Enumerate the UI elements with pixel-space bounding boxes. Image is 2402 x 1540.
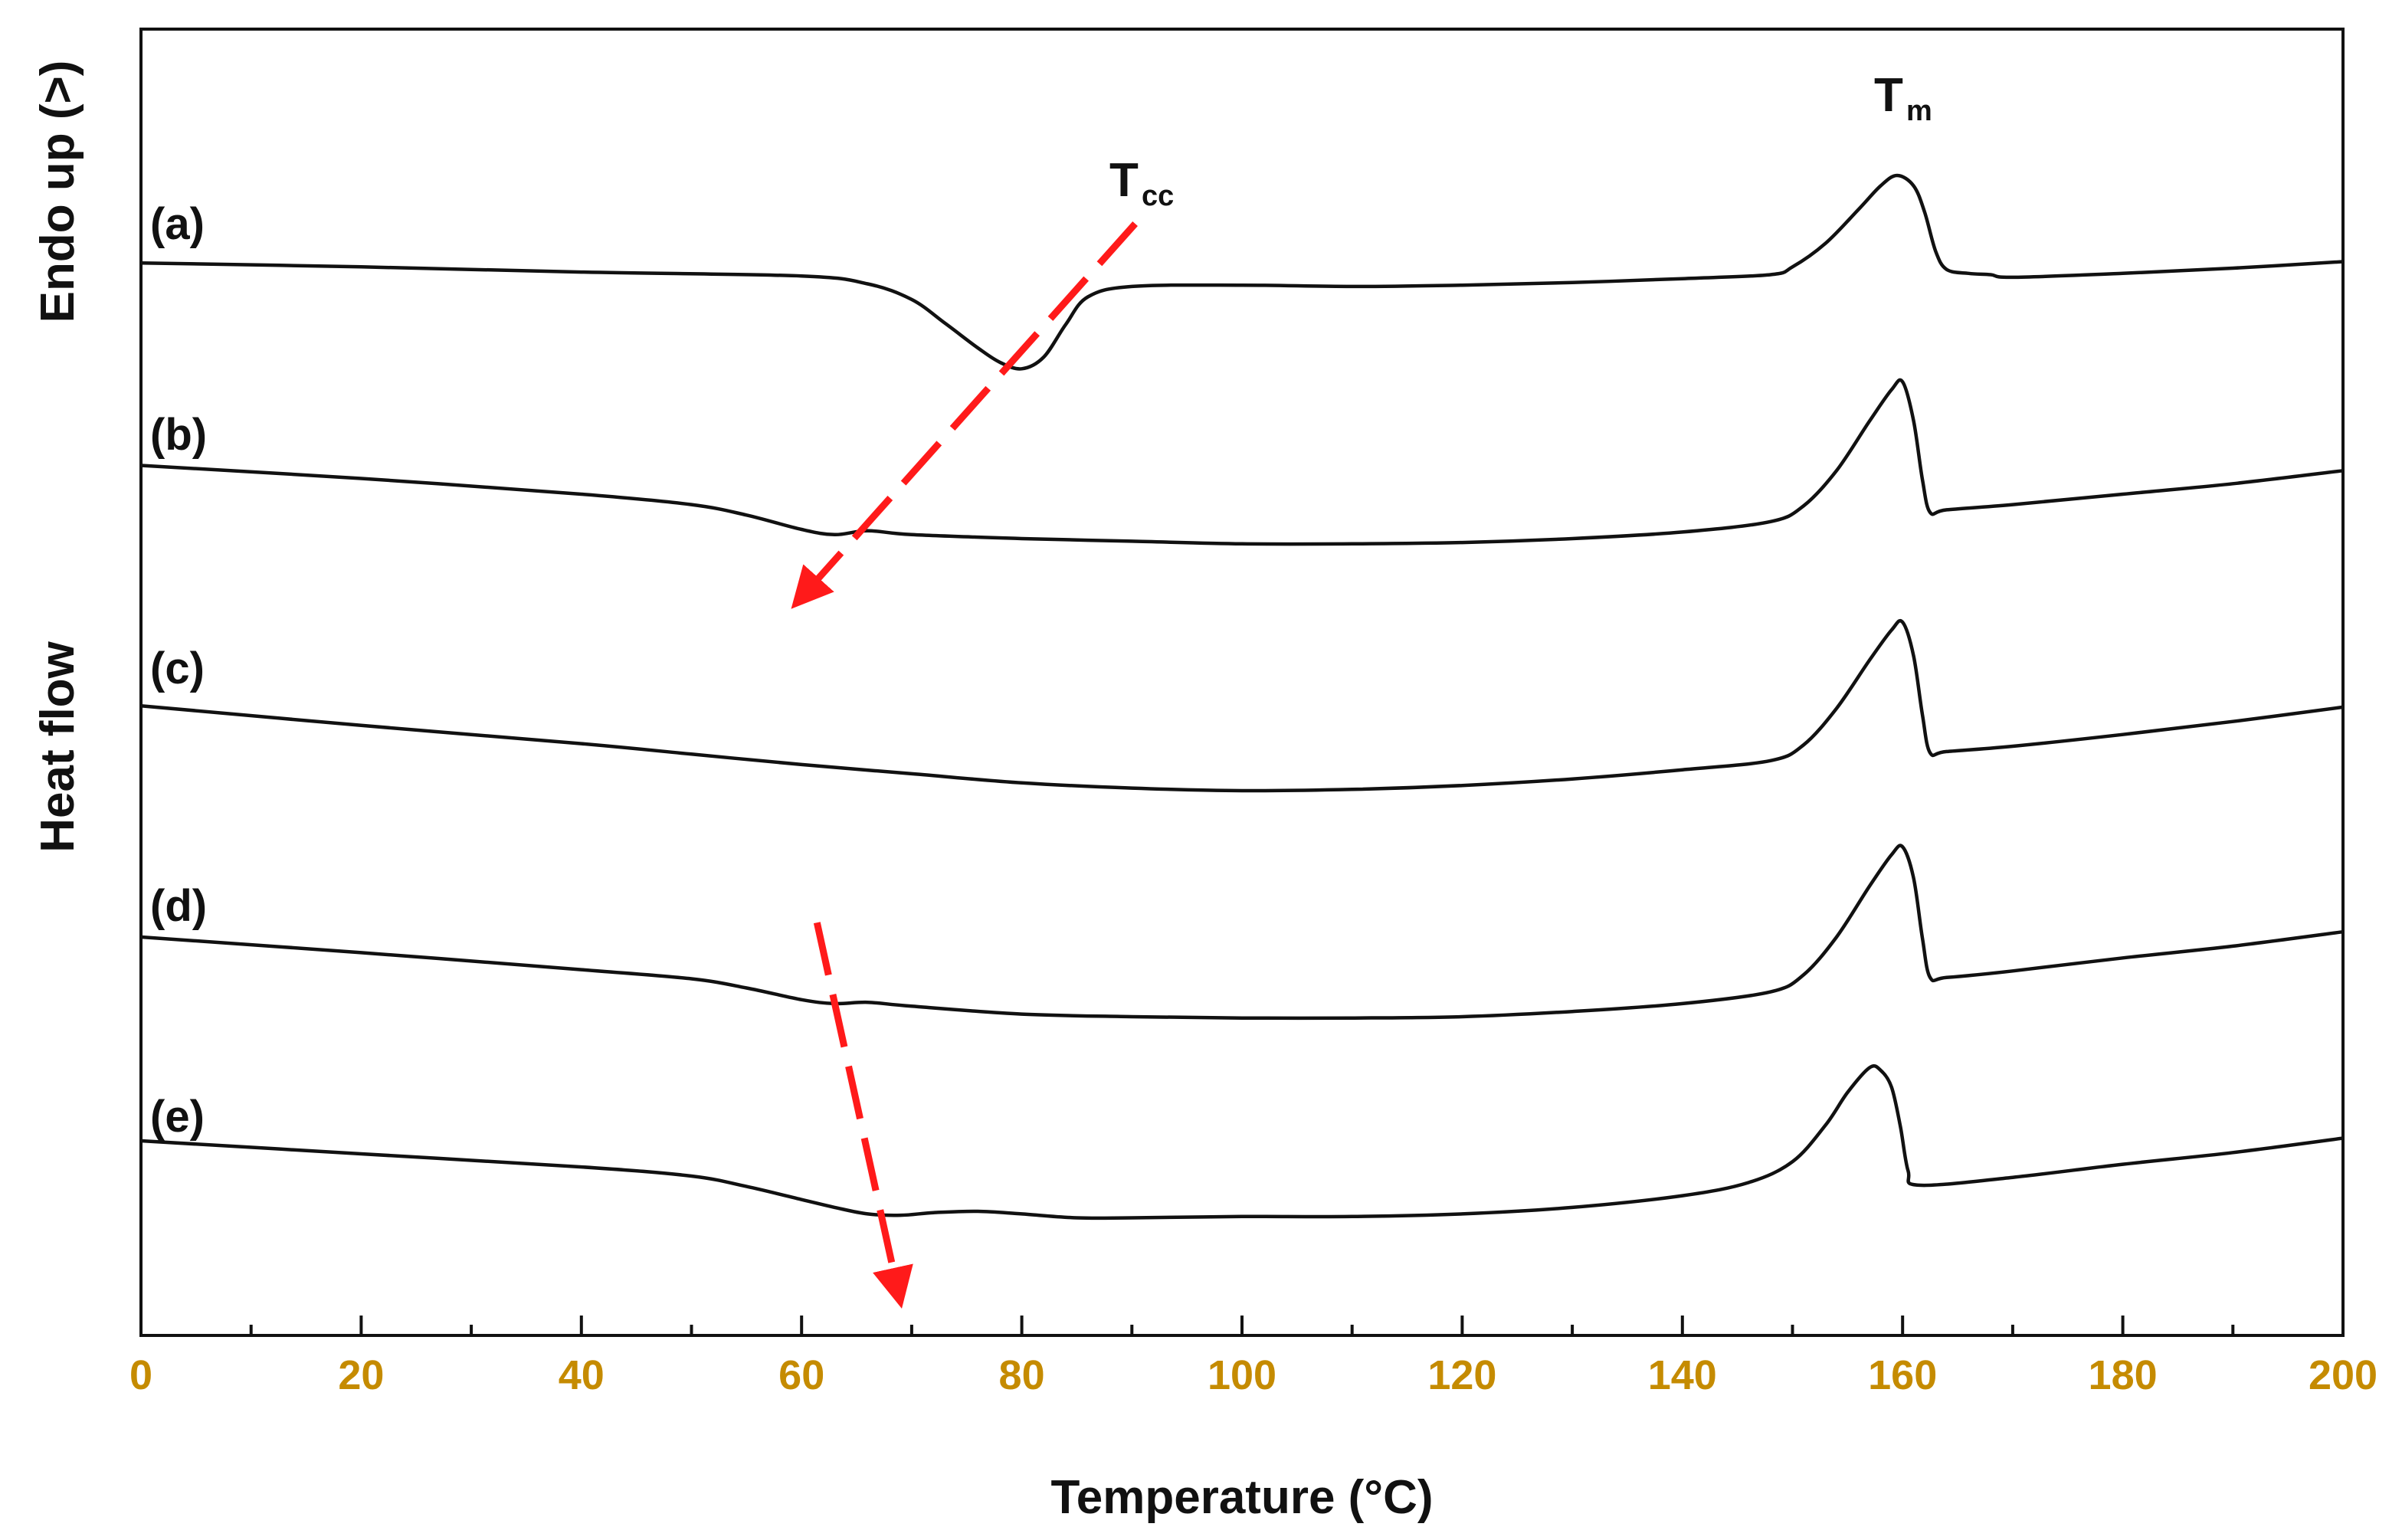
plot-frame [139, 28, 2345, 1337]
annotation-tm: T m [1874, 69, 1932, 127]
annotation-tm-subscript: m [1906, 95, 1932, 127]
curve-label-d: (d) [150, 881, 207, 931]
annotation-tcc-subscript: cc [1142, 180, 1174, 212]
annotation-tm-letter: T [1874, 69, 1903, 122]
curve-label-c: (c) [150, 644, 205, 693]
x-tick-label-20: 20 [338, 1352, 384, 1398]
arrows [791, 221, 1138, 1309]
x-ticks [139, 1316, 2345, 1335]
curve-label-b: (b) [150, 410, 207, 460]
curve-e [140, 1064, 2344, 1221]
x-tick-label-140: 140 [1648, 1352, 1717, 1398]
x-tick-labels: 0 20 40 60 80 100 120 140 160 180 200 [129, 1352, 2377, 1398]
x-tick-label-160: 160 [1868, 1352, 1937, 1398]
x-tick-label-200: 200 [2309, 1352, 2377, 1398]
x-tick-label-40: 40 [559, 1352, 605, 1398]
tcc-shift-arrow-upper [791, 221, 1138, 609]
x-axis-title: Temperature (°C) [1050, 1471, 1433, 1524]
curve-d [140, 844, 2344, 1021]
x-tick-label-60: 60 [778, 1352, 824, 1398]
curve-label-e: (e) [150, 1092, 205, 1142]
x-tick-label-0: 0 [129, 1352, 152, 1398]
curve-b [140, 378, 2344, 546]
y-axis-title-top: Endo up (>) [31, 61, 84, 323]
curve-c [140, 618, 2344, 793]
curve-a [140, 173, 2344, 371]
x-tick-label-180: 180 [2089, 1352, 2158, 1398]
x-tick-label-80: 80 [999, 1352, 1045, 1398]
tcc-shift-arrow-lower [813, 922, 913, 1309]
curve-label-a: (a) [150, 199, 205, 249]
annotation-tcc: T cc [1109, 154, 1174, 212]
y-axis-title-bottom: Heat flow [31, 641, 84, 852]
annotation-tcc-letter: T [1109, 154, 1139, 207]
x-tick-label-100: 100 [1208, 1352, 1276, 1398]
curves [140, 173, 2344, 1221]
x-tick-label-120: 120 [1427, 1352, 1496, 1398]
